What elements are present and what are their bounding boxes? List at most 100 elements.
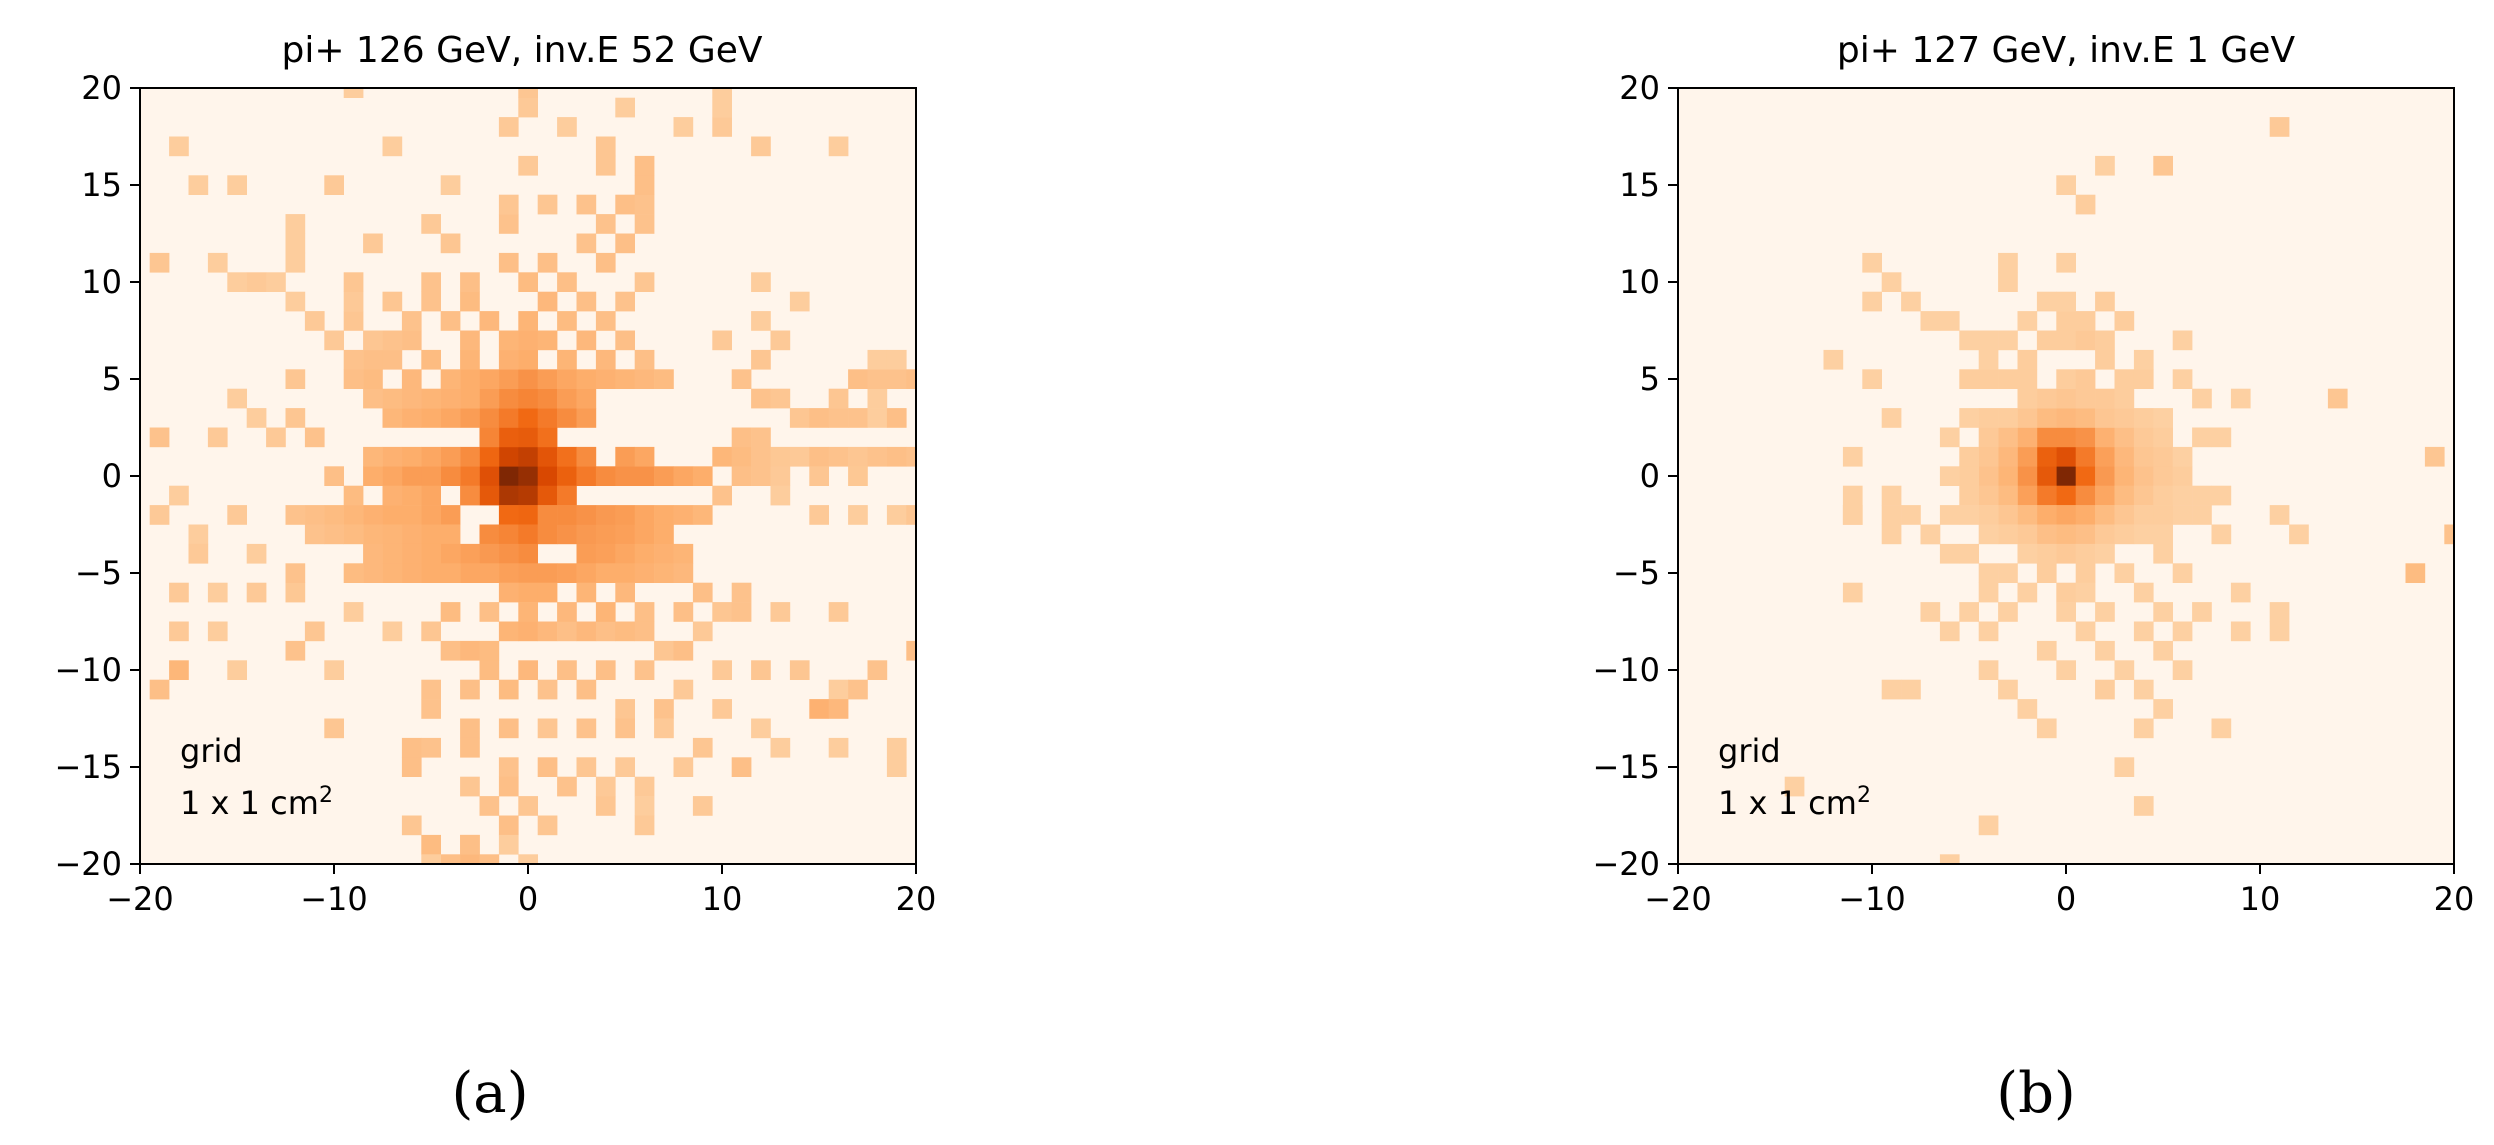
panel-a-cell <box>401 757 422 777</box>
panel-b-cell <box>1901 291 1921 312</box>
panel-a-cell <box>634 796 655 816</box>
panel-a-cell <box>770 388 791 409</box>
panel-a-cell <box>401 485 422 506</box>
panel-a-cell <box>421 446 441 467</box>
panel-a-cell <box>382 330 403 351</box>
panel-a-cell <box>363 233 383 254</box>
panel-a-cell <box>557 660 577 680</box>
panel-a-cell <box>382 136 403 157</box>
panel-a-cell <box>343 602 364 622</box>
panel-b-cell <box>2056 427 2076 448</box>
panel-a-cell <box>149 427 170 448</box>
panel-a-cell <box>828 699 849 719</box>
panel-a-cell <box>654 524 674 545</box>
panel-b-cell <box>2444 524 2455 545</box>
panel-b-cell <box>2153 505 2173 525</box>
panel-b-cell <box>2192 427 2212 448</box>
panel-a-cell <box>363 388 383 409</box>
panel-a-cell <box>595 621 616 642</box>
panel-b-cell <box>2114 505 2135 525</box>
panel-a-cell <box>595 602 616 622</box>
panel-b-cell <box>2095 388 2115 409</box>
panel-b-cell <box>1959 543 1979 564</box>
panel-a-cell <box>382 485 403 506</box>
panel-a-cell <box>557 485 577 506</box>
panel-b-cell <box>2133 485 2154 506</box>
panel-a-cell <box>440 233 461 254</box>
panel-a-cell <box>518 505 538 525</box>
panel-b-cell <box>2017 466 2038 486</box>
panel-b-cell <box>2075 311 2096 331</box>
panel-a-annotation-line2: 1 x 1 cm2 <box>180 783 333 822</box>
panel-a-cell <box>537 815 558 836</box>
panel-a-cell <box>789 660 810 680</box>
panel-a-cell <box>518 621 538 642</box>
panel-a-cell <box>440 854 461 865</box>
panel-a-cell <box>692 796 713 816</box>
panel-b-y-tick-label: 15 <box>1619 166 1660 204</box>
panel-b-cell <box>2153 524 2173 545</box>
panel-a-cell <box>654 543 674 564</box>
panel-a-cell <box>712 117 732 137</box>
panel-a-cell <box>789 408 810 428</box>
panel-a-cell <box>576 563 597 583</box>
panel-a-cell <box>440 466 461 486</box>
panel-a-cell <box>227 660 247 680</box>
panel-b-cell <box>1842 582 1863 603</box>
panel-b-cell <box>1939 505 1960 525</box>
panel-a-cell <box>498 505 519 525</box>
panel-b-cell <box>2269 117 2290 137</box>
panel-a-cell <box>886 505 907 525</box>
panel-a-cell <box>673 563 694 583</box>
panel-a-cell <box>634 815 655 836</box>
panel-a-cell <box>479 408 500 428</box>
panel-a-cell <box>479 854 500 865</box>
panel-b-cell <box>2133 466 2154 486</box>
panel-b-cell <box>2056 660 2076 680</box>
panel-a-cell <box>479 466 500 486</box>
panel-b-cell <box>2424 446 2445 467</box>
panel-a-cell <box>518 88 538 98</box>
panel-b-cell <box>2153 155 2173 176</box>
panel-a-cell <box>634 272 655 292</box>
panel-a-cell <box>537 718 558 739</box>
panel-a-cell <box>886 349 907 370</box>
panel-a-cell <box>634 776 655 797</box>
panel-b-cell <box>2172 369 2193 389</box>
panel-a-cell <box>324 466 344 486</box>
panel-b-cell <box>2172 505 2193 525</box>
panel-a-cell <box>460 834 480 855</box>
panel-b-cell <box>2153 699 2173 719</box>
panel-a-cell <box>848 369 868 389</box>
panel-a-cell <box>382 446 403 467</box>
panel-a-cell <box>867 660 888 680</box>
panel-a-cell <box>537 252 558 273</box>
panel-a-cell <box>207 582 228 603</box>
panel-b-cell <box>1959 602 1979 622</box>
panel-a-cell <box>615 466 635 486</box>
panel-a-y-tick-label: −10 <box>54 651 122 689</box>
panel-b-cell <box>2172 621 2193 642</box>
panel-b-cell <box>2036 640 2057 661</box>
panel-a-cell <box>751 446 771 467</box>
panel-a-cell <box>848 446 868 467</box>
panel-a-cell <box>382 349 403 370</box>
panel-a-cell <box>460 369 480 389</box>
panel-a-cell <box>557 621 577 642</box>
panel-a-cell <box>324 524 344 545</box>
panel-b-cell <box>1998 427 2018 448</box>
panel-a-cell <box>421 563 441 583</box>
panel-a-cell <box>731 602 752 622</box>
panel-b-cell <box>2133 718 2154 739</box>
panel-b-cell <box>2172 660 2193 680</box>
panel-a-cell <box>169 582 189 603</box>
panel-a-cell <box>712 330 732 351</box>
panel-a-cell <box>169 485 189 506</box>
panel-b-x-tick-label: 20 <box>2434 880 2475 918</box>
panel-a-cell <box>518 97 538 118</box>
panel-a-cell <box>537 757 558 777</box>
panel-a-cell <box>576 330 597 351</box>
panel-a-cell <box>460 718 480 739</box>
panel-b-cell <box>1959 466 1979 486</box>
panel-b-cell <box>2075 408 2096 428</box>
